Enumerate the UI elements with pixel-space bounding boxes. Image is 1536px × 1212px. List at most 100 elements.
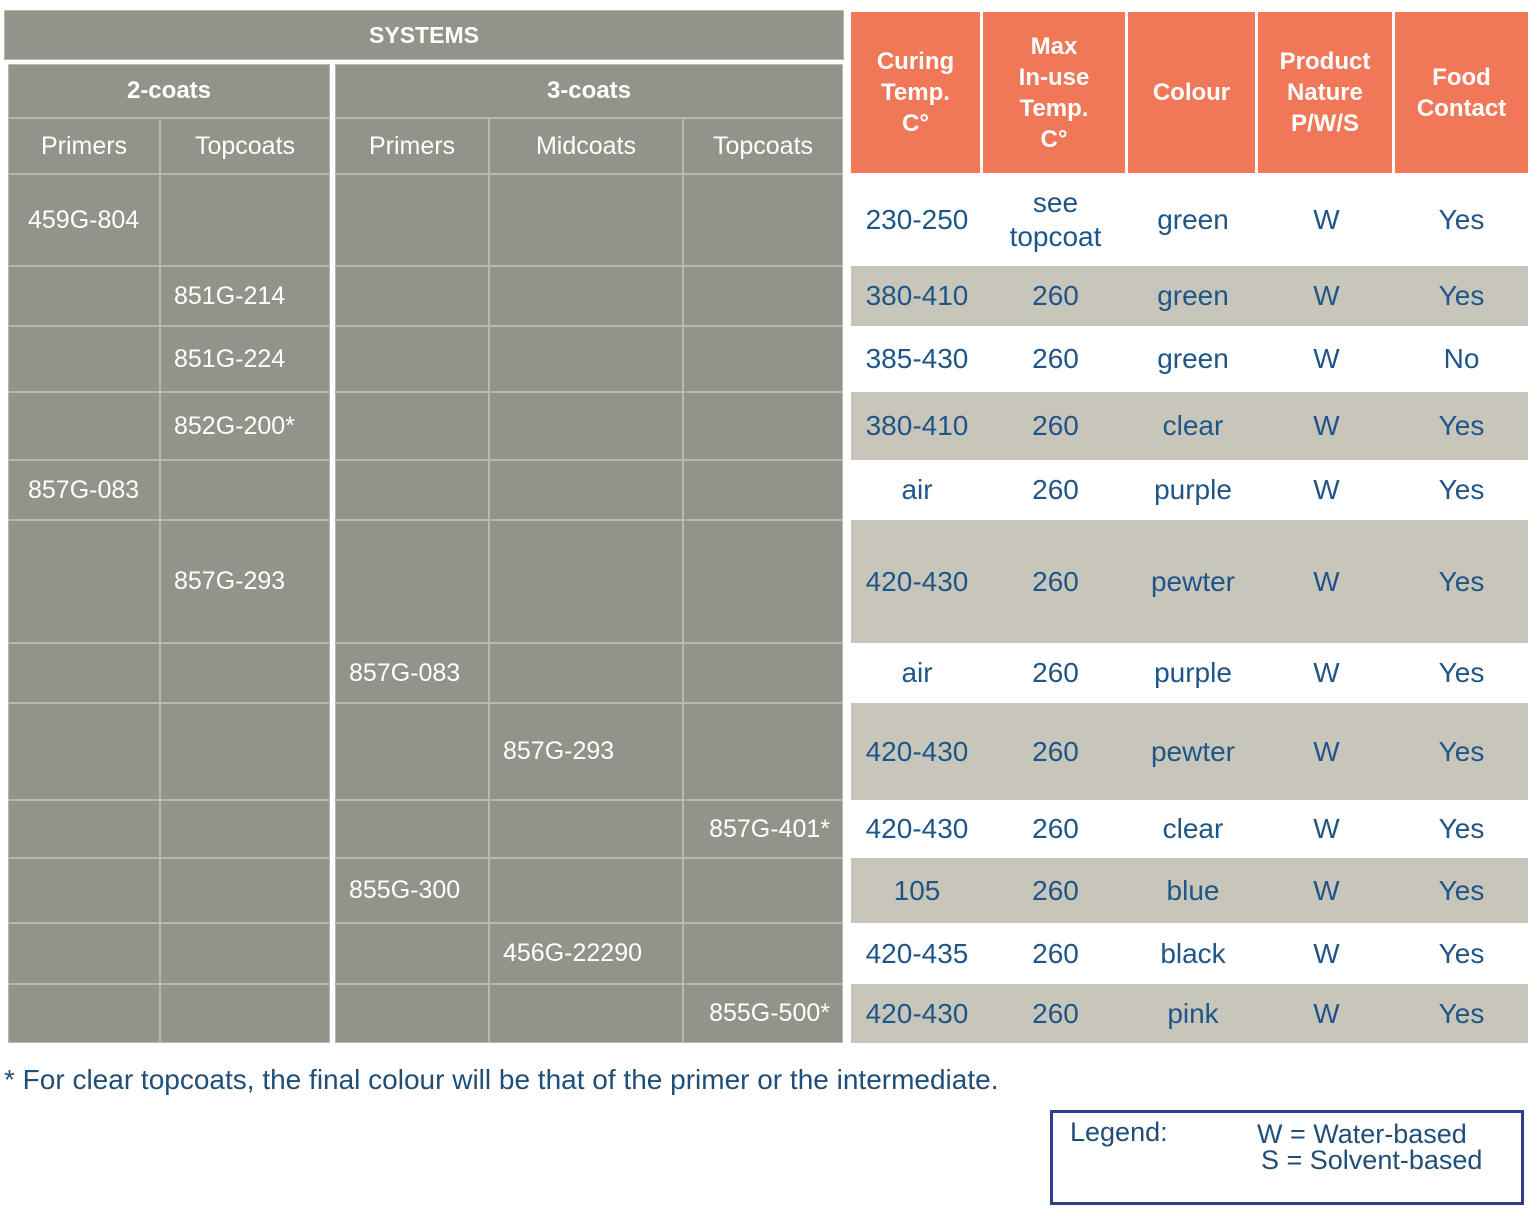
system-cell [489, 392, 683, 460]
system-cell [8, 520, 160, 643]
system-cell [8, 984, 160, 1043]
property-cell: pink [1167, 997, 1219, 1029]
legend-box: Legend: W = Water-based S = Solvent-base… [1050, 1110, 1524, 1205]
system-cell [160, 858, 330, 923]
property-cell: 105 [893, 874, 941, 906]
system-cell [335, 984, 489, 1043]
property-cell: 420-430 [865, 813, 969, 844]
system-cell [683, 703, 843, 800]
system-cell [335, 460, 489, 520]
system-cell [160, 984, 330, 1043]
property-cell: 260 [1032, 343, 1079, 374]
system-cell: 456G-22290 [489, 923, 683, 984]
column-header: Max In-use Temp. C° [983, 12, 1125, 173]
property-cell: No [1443, 343, 1480, 374]
system-cell: 857G-293 [489, 703, 683, 800]
property-cell: pewter [1150, 735, 1236, 767]
system-cell [8, 800, 160, 858]
property-cell: air [901, 657, 933, 688]
system-cell [8, 923, 160, 984]
property-cell: black [1160, 937, 1226, 969]
system-cell [489, 460, 683, 520]
column-header: Topcoats [160, 118, 330, 174]
system-cell [683, 174, 843, 266]
system-cell [335, 266, 489, 326]
system-cell: 851G-224 [160, 326, 330, 392]
system-cell [335, 703, 489, 800]
system-cell [683, 392, 843, 460]
property-cell: 380-410 [865, 280, 969, 311]
system-cell [8, 858, 160, 923]
footnote: * For clear topcoats, the final colour w… [4, 1064, 999, 1095]
property-cell: Yes [1438, 735, 1485, 767]
system-cell [335, 520, 489, 643]
property-cell: W [1313, 735, 1340, 767]
system-cell [489, 643, 683, 703]
system-cell [683, 266, 843, 326]
property-cell: 260 [1032, 937, 1079, 969]
system-cell [160, 643, 330, 703]
column-header: Product Nature P/W/S [1258, 12, 1392, 173]
property-cell: 385-430 [865, 343, 969, 374]
property-cell: W [1313, 474, 1340, 505]
system-cell [8, 643, 160, 703]
property-cell: 260 [1032, 410, 1079, 441]
system-cell [489, 174, 683, 266]
property-cell: Yes [1438, 813, 1485, 844]
property-cell: W [1313, 343, 1340, 374]
property-cell: 420-435 [865, 937, 969, 969]
row-band [851, 800, 1528, 858]
system-cell [8, 326, 160, 392]
property-cell: green [1157, 343, 1229, 374]
property-cell: 260 [1032, 565, 1079, 597]
property-cell: W [1313, 204, 1340, 235]
row-band [851, 923, 1528, 984]
system-cell [335, 800, 489, 858]
property-cell: Yes [1438, 565, 1485, 597]
property-cell: W [1313, 565, 1340, 597]
property-cell: 380-410 [865, 410, 969, 441]
property-cell: 420-430 [865, 565, 969, 597]
row-band [851, 326, 1528, 392]
legend-entry: W = Water-based [1257, 1119, 1467, 1149]
property-cell: Yes [1438, 410, 1485, 441]
property-cell: Yes [1438, 280, 1485, 311]
property-cell: blue [1166, 874, 1220, 906]
system-cell [335, 392, 489, 460]
row-band [851, 460, 1528, 520]
system-cell: 855G-300 [335, 858, 489, 923]
row-band [851, 392, 1528, 460]
property-cell: pewter [1150, 565, 1236, 597]
column-header: Topcoats [683, 118, 843, 174]
system-cell [160, 460, 330, 520]
property-cell: Yes [1438, 874, 1485, 906]
system-cell [683, 460, 843, 520]
row-band [851, 703, 1528, 800]
row-band [851, 174, 1528, 266]
property-cell: W [1313, 410, 1340, 441]
system-cell [683, 643, 843, 703]
system-cell [683, 858, 843, 923]
row-band [851, 520, 1528, 643]
system-cell [335, 174, 489, 266]
system-cell [335, 326, 489, 392]
system-cell [160, 703, 330, 800]
property-cell: purple [1154, 657, 1232, 688]
column-header: Primers [8, 118, 160, 174]
column-header: Curing Temp. C° [851, 12, 980, 173]
property-cell: Yes [1438, 997, 1485, 1029]
system-cell [683, 923, 843, 984]
system-cell [8, 392, 160, 460]
property-cell: 260 [1032, 813, 1079, 844]
group-header: 2-coats [8, 64, 330, 118]
property-cell: 260 [1032, 874, 1079, 906]
property-cell: see topcoat [1009, 187, 1102, 252]
legend-entry: S = Solvent-based [1261, 1145, 1483, 1175]
system-cell [160, 923, 330, 984]
column-header: Midcoats [489, 118, 683, 174]
property-cell: 260 [1032, 735, 1079, 767]
system-cell: 857G-083 [8, 460, 160, 520]
system-cell [8, 703, 160, 800]
system-cell [683, 326, 843, 392]
property-cell: Yes [1438, 657, 1485, 688]
